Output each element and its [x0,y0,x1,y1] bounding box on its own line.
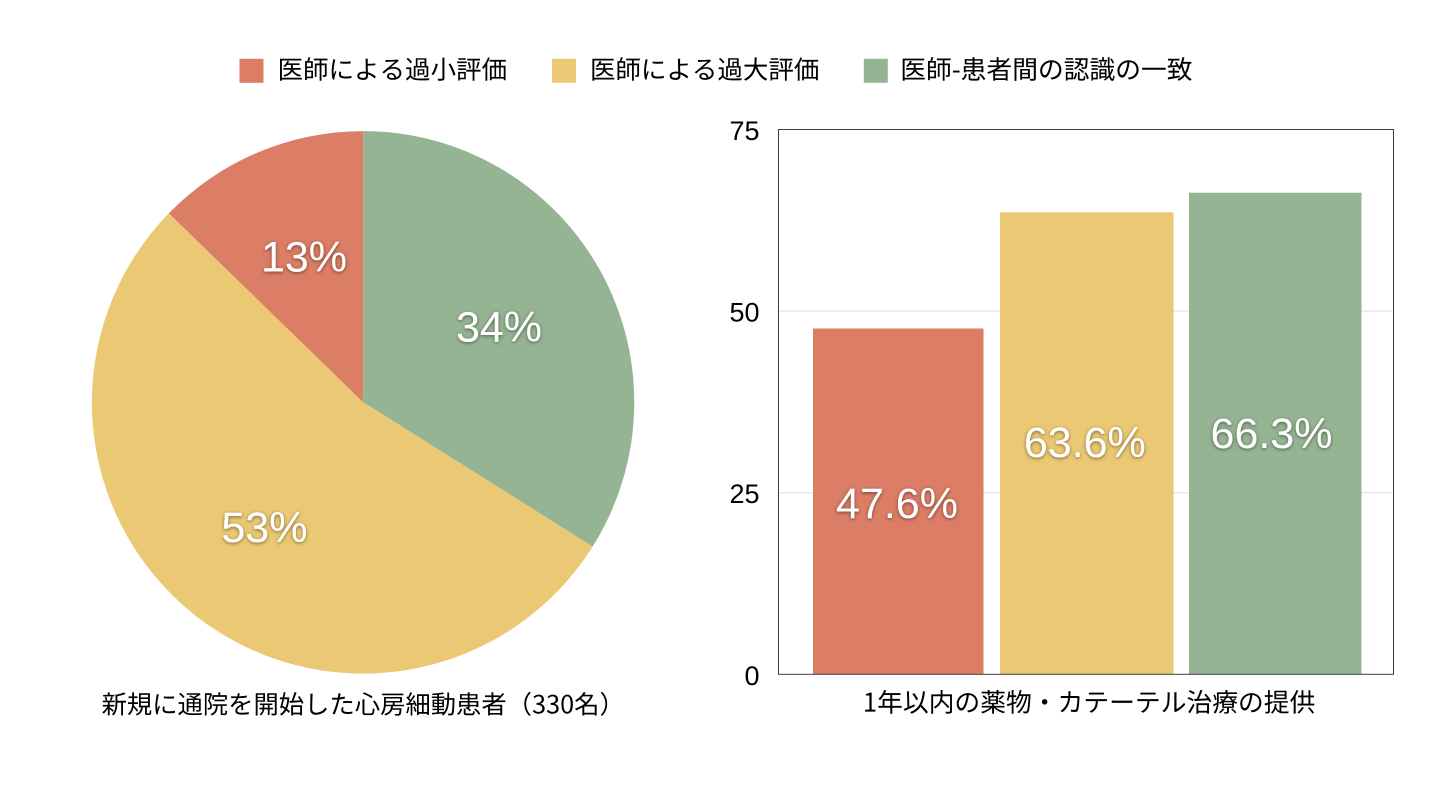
svg-text:13%: 13% [261,233,347,281]
svg-text:63.6%: 63.6% [1024,419,1146,467]
svg-text:47.6%: 47.6% [836,480,958,528]
svg-text:75: 75 [729,116,759,146]
svg-text:66.3%: 66.3% [1211,410,1333,458]
svg-text:53%: 53% [221,504,307,552]
svg-text:50: 50 [729,298,759,328]
svg-text:34%: 34% [456,303,542,351]
svg-text:25: 25 [729,479,759,509]
svg-text:0: 0 [744,661,759,691]
